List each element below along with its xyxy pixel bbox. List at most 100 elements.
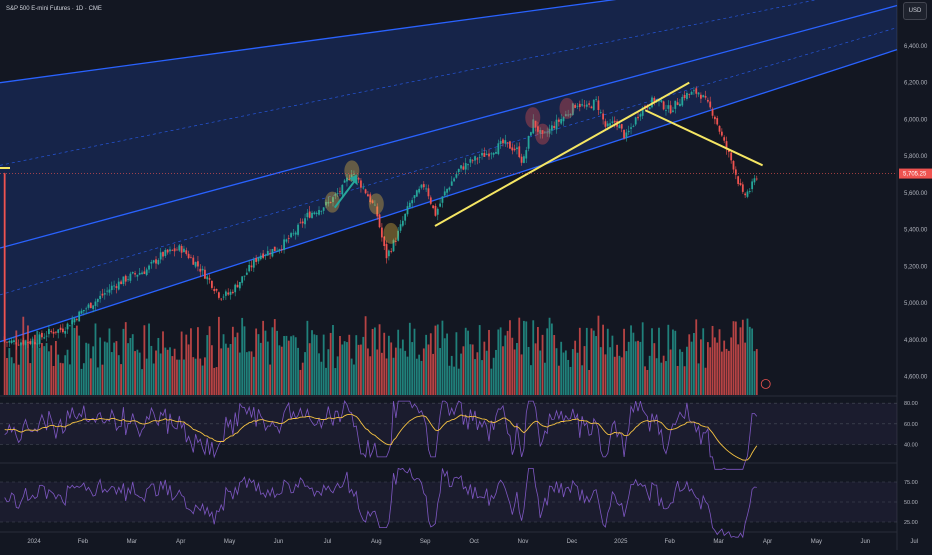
candle-body	[3, 173, 6, 342]
volume-bar	[329, 332, 332, 395]
arrow-annotation	[333, 177, 358, 209]
volume-bar	[518, 317, 521, 395]
price-tick-label: 5,600.00	[904, 191, 928, 197]
candle-body	[43, 337, 46, 339]
volume-bar	[110, 352, 113, 395]
volume-bar	[236, 332, 239, 395]
volume-bar	[585, 327, 588, 395]
candle-body	[297, 224, 299, 235]
volume-bar	[520, 354, 523, 395]
candle-body	[320, 210, 323, 212]
volume-bar	[362, 336, 365, 395]
volume-bar	[411, 342, 414, 395]
volume-bar	[234, 337, 237, 395]
candle-body	[308, 211, 311, 218]
volume-bar	[474, 359, 476, 395]
volume-bar	[653, 343, 656, 395]
candle-body	[66, 323, 69, 330]
volume-bar	[383, 332, 386, 395]
volume-bar	[394, 347, 397, 395]
volume-bar	[618, 355, 621, 395]
candle-body	[713, 116, 716, 120]
time-tick-label: 2025	[614, 539, 628, 545]
circle-annotation	[368, 193, 384, 215]
volume-bar	[450, 355, 453, 395]
candle-body	[606, 123, 609, 127]
candle-body	[700, 94, 702, 99]
volume-bar	[66, 349, 69, 395]
circle-annotation	[535, 123, 551, 145]
volume-bar	[45, 343, 48, 395]
candle-body	[252, 259, 255, 268]
volume-bar	[597, 315, 600, 395]
volume-bar	[138, 352, 141, 395]
volume-bar	[478, 325, 481, 395]
candle-body	[702, 95, 705, 98]
candle-body	[418, 188, 421, 193]
candle-body	[669, 105, 672, 114]
volume-bar	[385, 358, 388, 395]
volume-bar	[415, 358, 418, 395]
volume-bar	[755, 349, 758, 395]
volume-bar	[702, 328, 705, 395]
volume-bar	[343, 341, 346, 395]
volume-bar	[464, 327, 467, 395]
volume-bar	[34, 334, 36, 395]
candle-body	[224, 291, 227, 296]
volume-bar	[588, 369, 591, 395]
candle-body	[639, 114, 642, 117]
candle-body	[301, 221, 304, 224]
candle-body	[332, 197, 334, 203]
candle-body	[548, 128, 551, 134]
volume-bar	[8, 348, 11, 395]
volume-bar	[250, 351, 253, 395]
candle-body	[483, 152, 486, 157]
candle-body	[592, 99, 595, 110]
volume-bar	[108, 328, 111, 395]
candle-body	[108, 289, 111, 293]
volume-bar	[266, 341, 269, 395]
candle-body	[120, 281, 122, 285]
channel-quarter-upper	[0, 0, 818, 166]
candle-body	[620, 124, 623, 129]
candle-body	[364, 189, 367, 194]
candle-body	[567, 114, 570, 116]
candle-body	[497, 143, 500, 155]
candle-body	[511, 147, 514, 151]
volume-bar	[94, 323, 97, 395]
volume-bar	[513, 349, 516, 395]
volume-bar	[632, 332, 635, 395]
candle-body	[201, 268, 204, 271]
volume-bar	[190, 328, 192, 395]
currency-button[interactable]: USD	[903, 2, 927, 20]
candle-body	[101, 293, 104, 296]
candle-body	[322, 207, 325, 211]
candle-body	[651, 97, 653, 108]
volume-bar	[399, 348, 402, 395]
candle-body	[208, 278, 211, 280]
volume-bar	[460, 353, 462, 395]
volume-bar	[625, 351, 628, 395]
candle-body	[80, 310, 83, 314]
volume-bar	[15, 330, 18, 395]
volume-bar	[683, 366, 686, 395]
candle-body	[8, 340, 11, 343]
volume-bar	[157, 337, 160, 395]
volume-bar	[57, 354, 60, 395]
candle-body	[478, 157, 481, 159]
volume-bar	[725, 348, 728, 395]
volume-bar	[301, 362, 304, 395]
volume-bar	[609, 347, 611, 395]
volume-bar	[543, 362, 546, 395]
candle-body	[387, 250, 390, 257]
volume-bar	[82, 363, 85, 395]
volume-bar	[117, 355, 120, 395]
candle-body	[45, 335, 48, 337]
price-tick-label: 4,800.00	[904, 338, 928, 344]
candle-body	[106, 290, 109, 292]
volume-bar	[592, 330, 595, 395]
candle-body	[720, 131, 723, 136]
volume-bar	[709, 347, 712, 395]
